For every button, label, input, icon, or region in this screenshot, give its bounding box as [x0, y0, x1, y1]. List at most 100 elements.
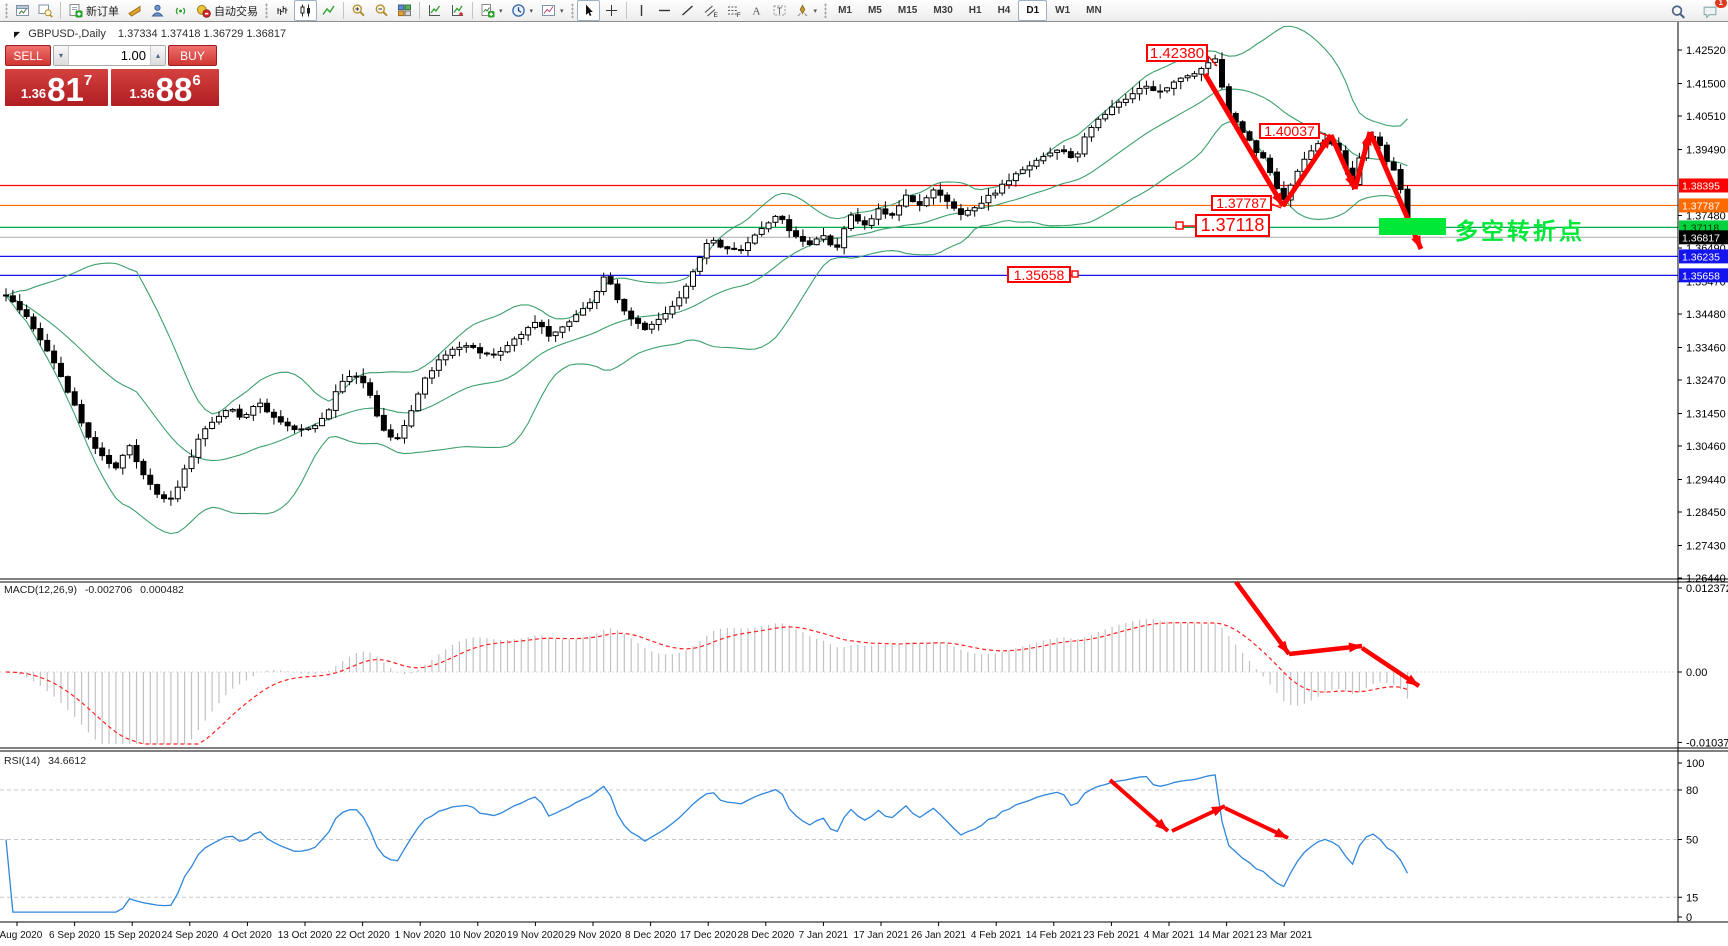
- candle: [1074, 153, 1081, 158]
- dropdown-caret-icon[interactable]: ▾: [499, 7, 503, 15]
- candle: [951, 201, 958, 209]
- annotation-anchor[interactable]: [1175, 221, 1184, 230]
- candle: [229, 409, 236, 412]
- volume-decrease-button[interactable]: ▾: [54, 46, 69, 65]
- timeframe-W1[interactable]: W1: [1055, 5, 1071, 16]
- notifications-button[interactable]: 1: [1698, 0, 1727, 22]
- dropdown-caret-icon[interactable]: ▾: [813, 7, 818, 15]
- market-button[interactable]: [146, 0, 169, 21]
- arrow-head: [1411, 235, 1421, 249]
- timeframe-M1[interactable]: M1: [838, 5, 852, 16]
- candlestick-chart-button[interactable]: [294, 0, 317, 21]
- toolbox-button[interactable]: [123, 0, 146, 21]
- toolbar-grip[interactable]: [824, 3, 828, 18]
- candle: [504, 345, 511, 353]
- new-order-icon: [69, 4, 83, 18]
- candle: [1253, 140, 1260, 154]
- autotrading-button[interactable]: 自动交易: [192, 0, 262, 21]
- price-badge: [1679, 198, 1728, 213]
- zoom-in-button[interactable]: [347, 0, 370, 21]
- price-annotation[interactable]: 1.37787: [1211, 195, 1272, 211]
- candle: [161, 494, 168, 500]
- charts-window-button[interactable]: [11, 0, 34, 21]
- arrange-windows-button[interactable]: [446, 0, 469, 21]
- sell-price-box[interactable]: 1.36 81 7: [5, 69, 108, 106]
- collapse-triangle-icon[interactable]: ◤: [14, 30, 21, 39]
- candle: [751, 234, 758, 244]
- trendline-button[interactable]: [676, 0, 699, 21]
- text-button[interactable]: A: [745, 0, 768, 21]
- volume-increase-button[interactable]: ▴: [150, 46, 165, 65]
- horizontal-line-button[interactable]: [653, 0, 676, 21]
- candles: [3, 52, 1411, 506]
- sell-button[interactable]: SELL: [5, 45, 51, 66]
- arrange-icon: [429, 5, 441, 16]
- timeframe-MN[interactable]: MN: [1086, 5, 1102, 16]
- volume-input[interactable]: [69, 46, 150, 65]
- candle: [765, 222, 772, 230]
- dropdown-caret-icon[interactable]: ▾: [529, 7, 534, 15]
- annotation-leader: [1207, 55, 1218, 67]
- auto-arrange-button[interactable]: [423, 0, 446, 21]
- price-badge-label: 1.36235: [1682, 251, 1720, 263]
- price-tick-label: 1.30460: [1686, 441, 1726, 453]
- toolbar-grip[interactable]: [5, 3, 8, 18]
- date-label: 23 Mar 2021: [1256, 930, 1313, 941]
- template-button[interactable]: ▾: [537, 0, 568, 21]
- line-chart-button[interactable]: [317, 0, 340, 21]
- vertical-line-button[interactable]: [630, 0, 653, 21]
- buy-price-box[interactable]: 1.36 88 6: [111, 69, 219, 106]
- period-button[interactable]: ▾: [507, 0, 538, 21]
- timeframe-M5[interactable]: M5: [867, 5, 882, 16]
- price-annotation[interactable]: 1.37118: [1195, 214, 1270, 237]
- cursor-button[interactable]: [576, 0, 600, 21]
- toolbar-grip[interactable]: [570, 3, 574, 18]
- price-annotation[interactable]: 1.35658: [1007, 266, 1071, 283]
- timeframe-D1[interactable]: D1: [1018, 0, 1048, 21]
- timeframe-M30[interactable]: M30: [933, 5, 953, 16]
- candle: [99, 447, 106, 457]
- fibonacci-button[interactable]: F: [722, 0, 745, 21]
- toolbar-grip[interactable]: [265, 3, 268, 18]
- candle: [1088, 126, 1095, 138]
- arrows-button[interactable]: ▾: [791, 0, 822, 21]
- candle: [51, 350, 58, 364]
- candle: [820, 235, 827, 240]
- new-chart-button[interactable]: ▾: [476, 0, 507, 21]
- tile-windows-button[interactable]: [393, 0, 416, 21]
- one-click-trading-panel: SELL ▾ ▴ BUY 1.36 81 7 1.36 88 6: [5, 45, 219, 106]
- rsi-line: [5, 774, 1409, 913]
- candle: [140, 460, 147, 476]
- crosshair-button[interactable]: [600, 0, 623, 21]
- zoom-out-button[interactable]: [370, 0, 393, 21]
- candle: [1164, 87, 1171, 92]
- timeframe-M15[interactable]: M15: [897, 5, 918, 16]
- channel-button[interactable]: E: [699, 0, 722, 21]
- trend-arrow[interactable]: [1234, 580, 1291, 656]
- chart-profiles-button[interactable]: [34, 0, 57, 21]
- price-annotation[interactable]: 1.40037: [1259, 123, 1320, 139]
- search-button[interactable]: [1666, 1, 1690, 22]
- timeframe-H1[interactable]: H1: [968, 5, 982, 16]
- trend-arrow[interactable]: [1280, 133, 1334, 208]
- candle: [573, 314, 580, 322]
- trend-arrow[interactable]: [1202, 72, 1286, 208]
- dropdown-caret-icon[interactable]: ▾: [560, 7, 564, 15]
- turning-point-marker[interactable]: [1379, 218, 1446, 235]
- buy-button[interactable]: BUY: [168, 45, 217, 66]
- signals-button[interactable]: [169, 0, 192, 21]
- toolbar-separator: [60, 2, 61, 19]
- macd-tick-label: -0.010374: [1686, 737, 1728, 749]
- annotation-anchor[interactable]: [1071, 270, 1079, 278]
- candle: [1377, 136, 1383, 146]
- svg-text:A: A: [752, 6, 760, 18]
- timeframe-H4[interactable]: H4: [997, 5, 1011, 16]
- candle: [1184, 75, 1191, 79]
- bar-chart-button[interactable]: [271, 0, 294, 21]
- candle: [813, 238, 820, 246]
- new-order-button[interactable]: 新订单: [64, 0, 123, 21]
- label-button[interactable]: T: [768, 0, 791, 21]
- price-annotation[interactable]: 1.42380: [1146, 44, 1208, 62]
